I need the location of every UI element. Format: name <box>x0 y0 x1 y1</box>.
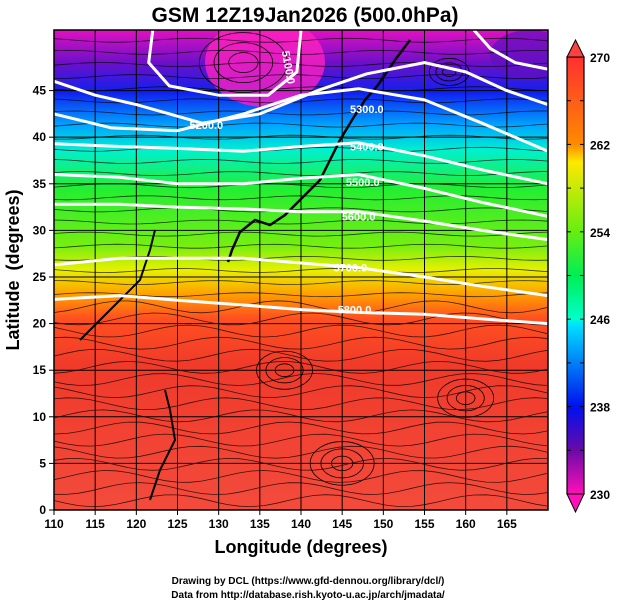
y-tick-label: 20 <box>33 317 47 331</box>
colorbar: 270 262 254 246 238 230 <box>566 38 610 514</box>
colorbar-label: 230 <box>590 488 610 502</box>
contour-label: 5400.0 <box>350 142 384 154</box>
contour-line <box>472 30 548 71</box>
y-tick-label: 0 <box>39 503 46 517</box>
y-tick-label: 35 <box>33 177 47 191</box>
x-tick-label: 120 <box>126 517 146 531</box>
x-tick-label: 125 <box>167 517 187 531</box>
streamline-vortex <box>213 42 274 84</box>
y-axis-ticks: 0 5 10 15 20 25 30 35 40 45 <box>33 84 54 517</box>
x-tick-label: 110 <box>44 517 64 531</box>
chart-title: GSM 12Z19Jan2026 (500.0hPa) <box>151 4 458 27</box>
contour-label: 5800.0 <box>338 305 372 317</box>
colorbar-label: 262 <box>590 138 610 152</box>
contour-line <box>147 30 303 97</box>
x-tick-label: 135 <box>250 517 270 531</box>
y-tick-label: 15 <box>33 363 47 377</box>
x-tick-label: 115 <box>85 517 105 531</box>
y-tick-label: 25 <box>33 270 47 284</box>
colorbar-label: 246 <box>590 313 610 327</box>
contour-line <box>54 141 548 186</box>
contour-label: 5500.0 <box>346 177 380 189</box>
geopotential-contours: 5100.0 5200.0 5300.0 5400.0 5500.0 5600.0 5700… <box>54 30 548 326</box>
streamline-vortex <box>228 52 259 74</box>
contour-label: 5100.0 <box>279 50 297 85</box>
contour-label: 5600.0 <box>342 211 376 223</box>
y-tick-label: 5 <box>39 456 46 470</box>
x-axis-label: Longitude (degrees) <box>214 537 387 557</box>
colorbar-label: 270 <box>590 51 610 65</box>
x-tick-label: 155 <box>414 517 434 531</box>
contour-label: 5200.0 <box>189 120 223 132</box>
contour-line <box>54 173 548 218</box>
y-tick-label: 45 <box>33 84 47 98</box>
colorbar-label: 254 <box>590 226 610 240</box>
plot-area: 5100.0 5200.0 5300.0 5400.0 5500.0 5600.0 5700… <box>54 30 548 510</box>
x-tick-label: 140 <box>291 517 311 531</box>
contour-label: 5300.0 <box>350 104 384 116</box>
contour-line <box>54 294 548 326</box>
x-tick-label: 130 <box>209 517 229 531</box>
y-tick-label: 40 <box>33 130 47 144</box>
contour-line <box>54 87 548 153</box>
y-tick-label: 30 <box>33 223 47 237</box>
contour-line <box>54 256 548 298</box>
contour-line <box>54 61 548 125</box>
x-tick-label: 145 <box>332 517 352 531</box>
contour-label: 5700.0 <box>334 263 368 275</box>
x-tick-label: 150 <box>373 517 393 531</box>
colorbar-min-arrow <box>566 493 585 514</box>
colorbar-max-arrow <box>566 38 585 58</box>
colorbar-label: 238 <box>590 401 610 415</box>
x-axis-ticks: 110 115 120 125 130 135 140 145 150 155 160 165 <box>44 510 517 531</box>
y-axis-label: Latitude (degrees) <box>3 189 23 350</box>
credit-data: Data from http://database.rish.kyoto-u.a… <box>171 590 445 601</box>
streamline-vortex <box>198 32 288 94</box>
x-tick-label: 160 <box>456 517 476 531</box>
y-tick-label: 10 <box>33 410 47 424</box>
contour-line <box>54 202 548 242</box>
x-tick-label: 165 <box>497 517 517 531</box>
credit-drawing: Drawing by DCL (https://www.gfd-dennou.o… <box>172 576 445 587</box>
